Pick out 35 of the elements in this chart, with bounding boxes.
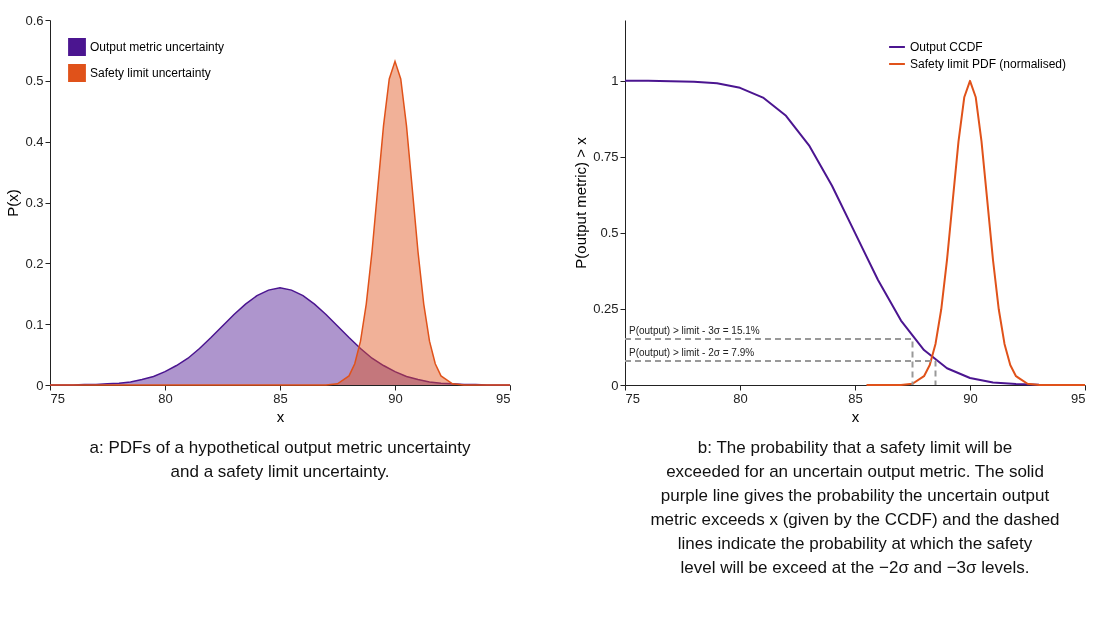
annotation: P(output) > limit - 3σ = 15.1%	[629, 325, 760, 337]
y-axis-title: P(output metric) > x	[572, 136, 590, 269]
legend-label: Safety limit uncertainty	[90, 66, 211, 80]
y-axis-title: P(x)	[4, 189, 22, 217]
x-axis-title: x	[276, 407, 285, 425]
y-tick-label: 0.4	[25, 134, 44, 150]
y-tick-label: 1	[611, 73, 619, 89]
legend-label: Output CCDF	[910, 40, 983, 54]
y-tick-label: 0.3	[25, 195, 44, 210]
text: a: PDFs of a hypothetical output metric uncertainty and a safety limit uncertainty.	[89, 438, 471, 481]
y-tick-label: 0	[611, 377, 619, 393]
x-tick-label: 90	[963, 390, 978, 406]
legend-label: Output metric uncertainty	[90, 40, 225, 54]
y-tick-label: 0.5	[600, 225, 619, 241]
x-tick-label: 75	[625, 390, 640, 406]
x-tick-label: 95	[496, 390, 511, 406]
x-tick-label: 80	[733, 390, 748, 406]
y-tick-label: 0.6	[25, 12, 44, 28]
line-series	[865, 79, 1086, 386]
legend-label: Safety limit PDF (normalised)	[910, 57, 1067, 71]
x-tick-label: 95	[1071, 390, 1086, 406]
y-tick-label: 0.1	[25, 316, 44, 332]
y-tick-label: 0.25	[593, 301, 619, 317]
x-tick-label: 75	[50, 390, 65, 406]
x-tick-label: 80	[158, 390, 173, 406]
y-tick-label: 0.5	[25, 73, 44, 89]
y-tick-label: 0.2	[25, 255, 44, 271]
x-tick-label: 85	[848, 390, 863, 406]
x-axis-title: x	[851, 407, 860, 425]
y-tick-label: 0	[36, 377, 44, 393]
x-tick-label: 85	[273, 390, 288, 406]
annotation: P(output) > limit - 2σ = 7.9%	[629, 346, 755, 358]
y-tick-label: 0.75	[593, 149, 619, 165]
text: b: The probability that a safety limit will be exceeded for an uncertain output metric. The solid purple line gives the probability the uncertain output metric exceeds x (given by the CCDF) and the dashed lines indicate the probability at which the safety level will be exceed at the −2σ and −3σ levels.	[650, 438, 1060, 577]
x-tick-label: 90	[388, 390, 403, 406]
